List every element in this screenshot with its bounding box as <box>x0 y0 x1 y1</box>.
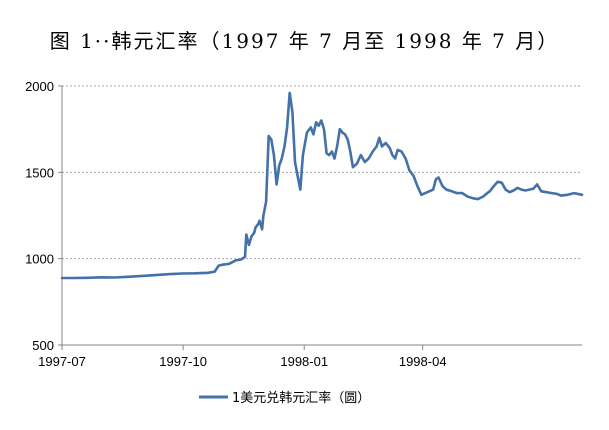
x-tick-labels: 1997-07 1997-10 1998-01 1998-04 <box>38 354 446 369</box>
x-tick-label: 1997-10 <box>159 354 207 369</box>
series-line-0 <box>60 91 584 280</box>
y-tick-label: 1000 <box>25 252 54 267</box>
chart-title: 图 1··韩元汇率（1997 年 7 月至 1998 年 7 月） <box>49 29 560 53</box>
x-tick-label: 1997-07 <box>38 354 86 369</box>
legend-label: 1美元兑韩元汇率（圆） <box>232 390 370 406</box>
series-lines <box>60 91 584 280</box>
y-tick-label: 1500 <box>25 165 54 180</box>
x-tick-label: 1998-04 <box>399 354 447 369</box>
y-tick-labels: 500 1000 1500 2000 <box>25 79 54 353</box>
y-tick-label: 500 <box>32 338 54 353</box>
legend: 1美元兑韩元汇率（圆） <box>199 390 370 406</box>
x-tick-label: 1998-01 <box>280 354 328 369</box>
grid-lines <box>58 85 582 350</box>
axes <box>61 86 582 346</box>
y-tick-label: 2000 <box>25 79 54 94</box>
